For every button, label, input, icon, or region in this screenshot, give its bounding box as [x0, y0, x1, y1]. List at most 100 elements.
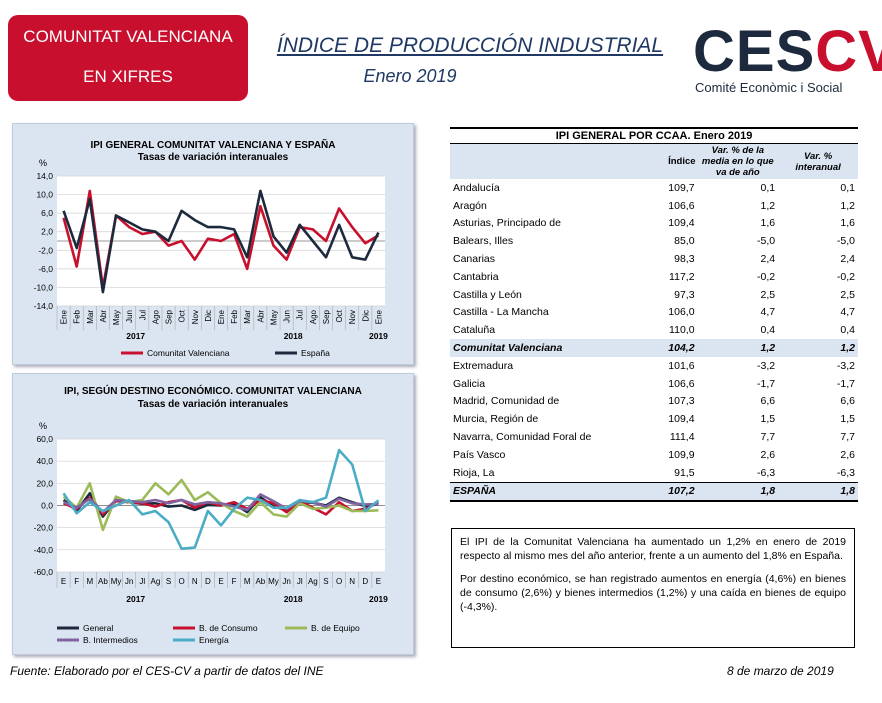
table-row: Comunitat Valenciana 104,2 1,2 1,2 [450, 339, 858, 357]
x-tick-label: Sep [165, 309, 174, 324]
x-tick-label: Abr [256, 310, 265, 323]
x-tick-label: Dic [204, 310, 213, 322]
table-cell-value: 2,6 [760, 448, 776, 461]
x-tick-label: Jn [125, 577, 133, 586]
table-cell-value: -1,7 [836, 377, 855, 390]
table-cell-region: Comunitat Valenciana [450, 339, 636, 357]
summary-paragraph-2: Por destino económico, se han registrado… [460, 573, 846, 613]
y-tick-label: -2,0 [38, 245, 53, 255]
y-tick-label: -20,0 [34, 523, 54, 533]
table-cell-region: Cantabria [453, 270, 499, 283]
logo-subtitle: Comité Econòmic i Social [695, 80, 843, 95]
x-tick-label: Jun [283, 310, 292, 323]
legend-label: B. de Equipo [311, 623, 360, 633]
year-label: 2017 [126, 594, 145, 604]
y-axis-unit: % [39, 158, 47, 168]
x-tick-label: Nov [191, 310, 200, 324]
x-tick-label: Sep [322, 309, 331, 324]
x-tick-label: Mar [86, 310, 95, 324]
x-tick-label: Ene [217, 309, 226, 324]
summary-paragraph-1: El IPI de la Comunitat Valenciana ha aum… [460, 536, 846, 562]
y-tick-label: -10,0 [34, 282, 54, 292]
x-tick-label: Nov [348, 310, 357, 324]
table-cell-value: 1,2 [760, 199, 776, 212]
table-cell-value: 0,1 [840, 181, 855, 194]
badge-line2: EN XIFRES [83, 67, 173, 86]
y-tick-label: -14,0 [34, 301, 54, 311]
x-tick-label: F [232, 577, 237, 586]
table-cell-value: 4,7 [760, 306, 776, 319]
table-cell-value: 6,6 [840, 395, 855, 408]
table-cell-region: Rioja, La [453, 466, 495, 479]
table-row: Aragón 106,6 1,2 1,2 [450, 197, 858, 215]
table-cell-value: 2,5 [760, 288, 776, 301]
table-cell-value: 1,2 [778, 339, 858, 357]
y-tick-label: 0,0 [41, 501, 53, 511]
x-tick-label: S [166, 577, 171, 586]
table-row: País Vasco 109,9 2,6 2,6 [450, 446, 858, 464]
region-badge: COMUNITAT VALENCIANA EN XIFRES [8, 15, 248, 101]
x-tick-label: Ene [60, 309, 69, 324]
table-cell-region: País Vasco [453, 448, 506, 461]
x-tick-label: Dic [361, 310, 370, 322]
chart1-title: IPI GENERAL COMUNITAT VALENCIANA Y ESPAÑ… [90, 140, 336, 151]
x-tick-label: Abr [99, 310, 108, 323]
table-cell-region: Castilla y León [453, 288, 522, 301]
series-line [62, 189, 380, 294]
table-cell-value: -6,3 [757, 466, 776, 479]
legend-label: General [83, 623, 113, 633]
chart2-subtitle: Tasas de variación interanuales [137, 399, 289, 410]
legend-label: Comunitat Valenciana [147, 348, 230, 358]
y-tick-label: 2,0 [41, 227, 53, 237]
x-tick-label: My [268, 577, 279, 586]
table-row: Navarra, Comunidad Foral de 111,4 7,7 7,7 [450, 428, 858, 446]
table-cell-value: 0,4 [760, 324, 776, 337]
table-cell-value: 1,5 [840, 413, 855, 426]
x-tick-label: Ago [309, 309, 318, 324]
table-row: ESPAÑA 107,2 1,8 1,8 [450, 482, 858, 502]
table-cell-value: 109,9 [668, 448, 695, 461]
table-cell-value: 2,5 [840, 288, 855, 301]
table-cell-value: 1,6 [840, 217, 855, 230]
x-tick-label: N [349, 577, 355, 586]
page-title: ÍNDICE DE PRODUCCIÓN INDUSTRIAL [276, 34, 664, 57]
table-cell-region: Extremadura [453, 359, 514, 372]
x-tick-label: Mar [243, 310, 252, 324]
x-tick-label: E [376, 577, 381, 586]
table-cell-region: Cataluña [453, 324, 496, 337]
table-row: Extremadura 101,6 -3,2 -3,2 [450, 357, 858, 375]
table-cell-region: ESPAÑA [450, 482, 636, 502]
x-tick-label: M [244, 577, 251, 586]
chart2-title: IPI, SEGÚN DESTINO ECONÓMICO. COMUNITAT … [64, 386, 362, 397]
table-cell-value: 1,6 [760, 217, 776, 230]
x-tick-label: F [74, 577, 79, 586]
table-header-var-media: Var. % de la media en lo que va de año [697, 143, 779, 179]
x-tick-label: O [179, 577, 185, 586]
year-label: 2019 [369, 331, 388, 341]
x-tick-label: Jul [296, 310, 305, 320]
table-row: Castilla - La Mancha 106,0 4,7 4,7 [450, 304, 858, 322]
table-cell-value: -0,2 [757, 270, 776, 283]
x-tick-label: N [192, 577, 198, 586]
table-cell-value: 107,3 [668, 395, 695, 408]
table-cell-value: 106,6 [668, 199, 695, 212]
y-tick-label: 40,0 [36, 456, 53, 466]
table-cell-value: -6,3 [836, 466, 855, 479]
table-cell-value: 7,7 [840, 431, 855, 444]
x-tick-label: M [86, 577, 93, 586]
table-cell-region: Asturias, Principado de [453, 217, 561, 230]
table-cell-value: 107,2 [635, 482, 698, 502]
x-tick-label: D [205, 577, 211, 586]
page-subtitle: Enero 2019 [363, 66, 457, 86]
table-cell-value: 2,4 [760, 253, 776, 266]
table-cell-value: 97,3 [674, 288, 695, 301]
table-cell-region: Galicia [453, 377, 486, 390]
table-cell-region: Balears, Illes [453, 235, 514, 248]
x-tick-label: My [111, 577, 122, 586]
table-row: Rioja, La 91,5 -6,3 -6,3 [450, 464, 858, 482]
y-axis-unit: % [39, 421, 47, 431]
year-label: 2018 [284, 594, 303, 604]
table-cell-value: 109,7 [668, 181, 695, 194]
table-cell-value: 1,2 [840, 199, 855, 212]
table-row: Andalucía 109,7 0,1 0,1 [450, 179, 858, 197]
